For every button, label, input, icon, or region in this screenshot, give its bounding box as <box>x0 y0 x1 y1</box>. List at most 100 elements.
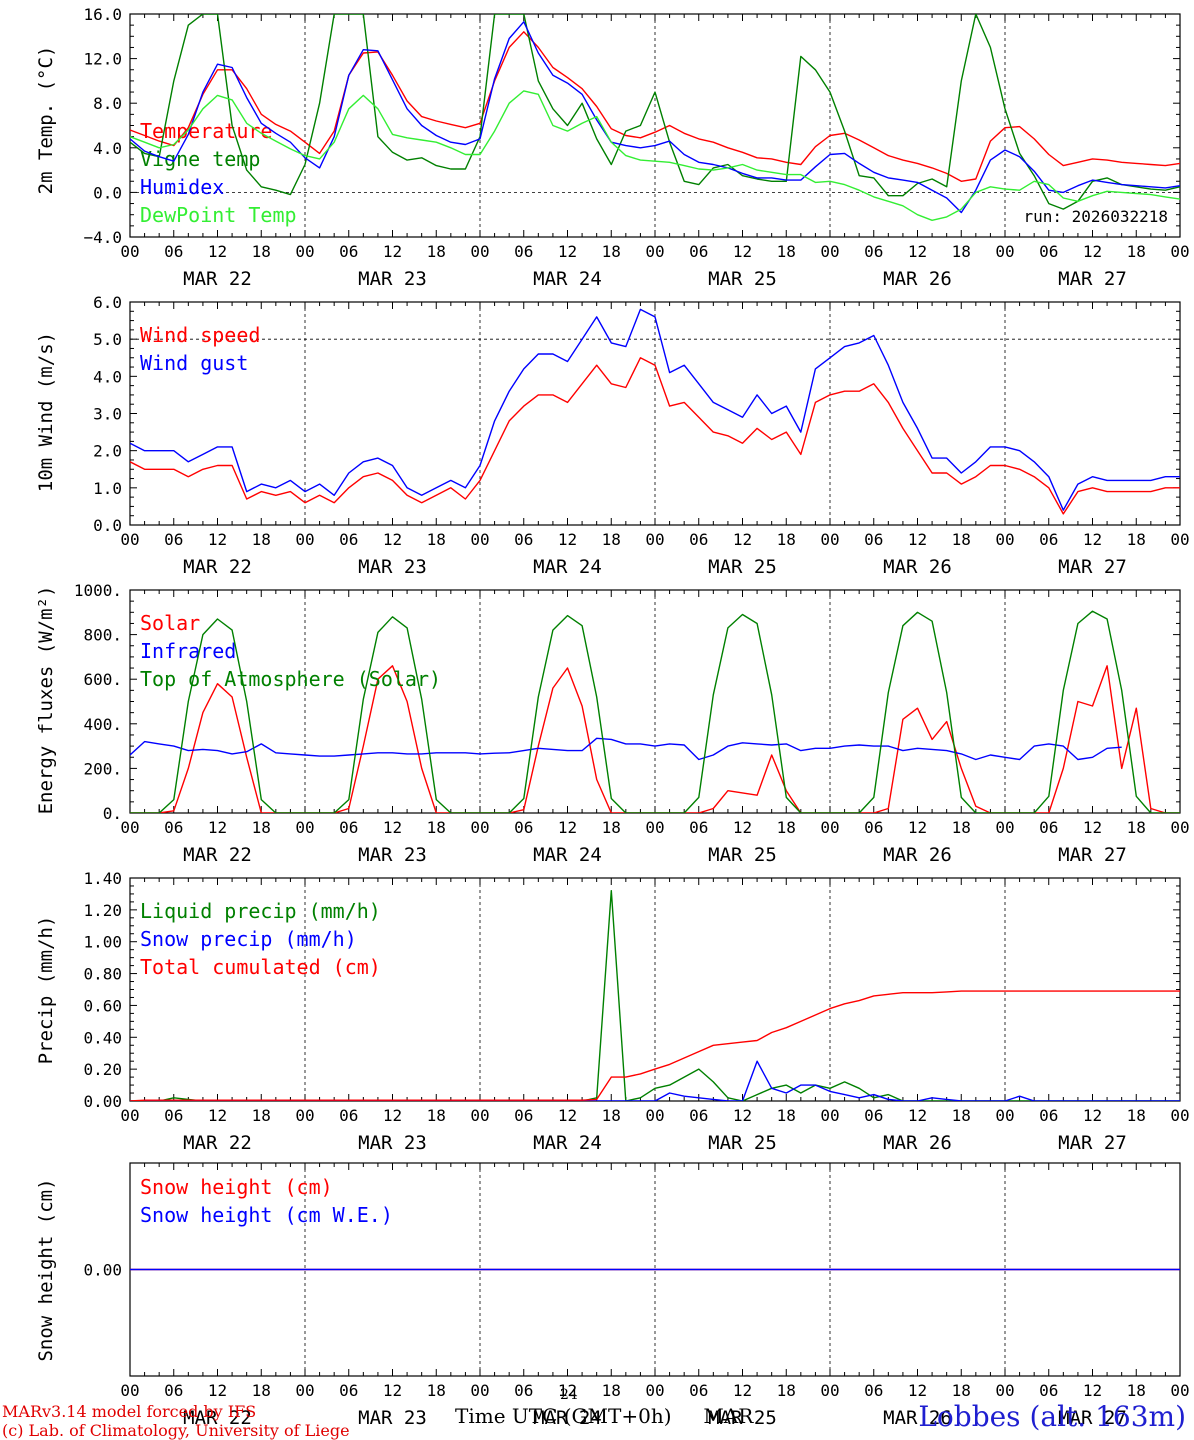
x-day-label: MAR 25 <box>708 556 777 578</box>
x-hour-label: 00 <box>820 1381 839 1400</box>
x-hour-label: 06 <box>689 818 708 837</box>
x-hour-label: 06 <box>339 818 358 837</box>
x-hour-label: 00 <box>820 530 839 549</box>
x-hour-label: 00 <box>995 242 1014 261</box>
x-day-label: MAR 25 <box>708 844 777 866</box>
y-tick-label: 0.40 <box>83 1028 122 1047</box>
x-hour-label: 06 <box>1039 1106 1058 1125</box>
plot-frame <box>129 301 1181 526</box>
x-hour-label: 12 <box>558 530 577 549</box>
y-tick-label: 1.0 <box>93 479 122 498</box>
x-hour-label: 06 <box>339 242 358 261</box>
x-hour-label: 12 <box>733 1381 752 1400</box>
x-hour-label: 12 <box>908 818 927 837</box>
x-hour-label: 00 <box>120 818 139 837</box>
x-hour-label: 18 <box>952 818 971 837</box>
x-hour-label: 18 <box>602 1381 621 1400</box>
x-hour-label: 00 <box>470 530 489 549</box>
model-line: MARv3.14 model forced by IFS <box>2 1402 257 1421</box>
panel-1: 00 06 12 18 00 06 12 18 00 06 12 18 00 06 12 18 00 06 12 18… <box>35 5 1190 290</box>
x-hour-label: 18 <box>1127 242 1146 261</box>
series-line-wind-speed <box>130 357 1180 515</box>
x-hour-label: 06 <box>864 530 883 549</box>
x-hour-label: 18 <box>952 1106 971 1125</box>
x-hour-label: 06 <box>689 1381 708 1400</box>
x-hour-label: 12 <box>1083 1381 1102 1400</box>
x-hour-label: 12 <box>733 1106 752 1125</box>
x-hour-label: 06 <box>339 1381 358 1400</box>
x-day-label: MAR 25 <box>708 268 777 290</box>
x-day-label: MAR 25 <box>708 1407 777 1429</box>
y-tick-label: 0.00 <box>83 1092 122 1111</box>
panel-5: 00 06 12 18 00 06 12 18 00 06 12 18 00 06 12 18 00 06 12 18… <box>35 1162 1190 1429</box>
x-day-label: MAR 22 <box>183 268 252 290</box>
x-hour-label: 06 <box>339 530 358 549</box>
x-hour-label: 12 <box>1083 818 1102 837</box>
legend-entry: Wind speed <box>140 323 260 347</box>
x-day-label: MAR 23 <box>358 1407 427 1429</box>
y-axis-label: Precip (mm/h) <box>35 916 57 1065</box>
x-hour-label: 18 <box>427 530 446 549</box>
y-tick-label: 0.00 <box>83 1261 122 1280</box>
x-hour-label: 06 <box>1039 530 1058 549</box>
legend-entry: Liquid precip (mm/h) <box>140 899 381 923</box>
x-hour-label: 00 <box>120 530 139 549</box>
x-hour-label: 00 <box>645 1106 664 1125</box>
x-hour-label: 18 <box>777 818 796 837</box>
x-hour-label: 06 <box>164 530 183 549</box>
series-line-temperature <box>130 31 1180 182</box>
x-hour-label: 12 <box>908 1381 927 1400</box>
y-tick-label: 600. <box>83 670 122 689</box>
y-tick-label: 4.0 <box>93 139 122 158</box>
x-day-label: MAR 24 <box>533 1132 602 1154</box>
x-hour-label: 12 <box>383 242 402 261</box>
y-axis-label: 10m Wind (m/s) <box>35 332 57 492</box>
x-day-label: MAR 27 <box>1058 268 1127 290</box>
x-day-label: MAR 26 <box>883 1132 952 1154</box>
x-hour-label: 12 <box>383 1381 402 1400</box>
x-hour-label: 06 <box>864 1106 883 1125</box>
plot-frame <box>129 589 1181 814</box>
y-tick-label: 1.40 <box>83 869 122 888</box>
x-hour-label: 00 <box>820 818 839 837</box>
x-hour-label: 00 <box>1170 1381 1189 1400</box>
x-day-label: MAR 27 <box>1058 1132 1127 1154</box>
x-hour-label: 18 <box>777 530 796 549</box>
x-hour-label: 00 <box>1170 530 1189 549</box>
legend-entry: Snow height (cm W.E.) <box>140 1203 393 1227</box>
x-day-label: MAR 24 <box>533 268 602 290</box>
x-hour-label: 00 <box>820 242 839 261</box>
series-line-liquid-precip-mm-h- <box>130 890 1180 1101</box>
y-tick-label: 12.0 <box>83 50 122 69</box>
x-hour-label: 18 <box>777 242 796 261</box>
x-hour-label: 00 <box>295 818 314 837</box>
x-day-label: MAR 26 <box>883 844 952 866</box>
y-tick-label: 0.80 <box>83 965 122 984</box>
x-hour-label: 06 <box>514 530 533 549</box>
x-hour-label: 12 <box>208 530 227 549</box>
x-hour-label: 12 <box>558 242 577 261</box>
x-hour-label: 18 <box>252 1106 271 1125</box>
x-hour-label: 18 <box>952 530 971 549</box>
x-hour-label: 00 <box>295 1106 314 1125</box>
x-hour-label: 12 <box>558 1381 577 1400</box>
time-month: MAR <box>703 1404 754 1428</box>
x-hour-label: 00 <box>470 242 489 261</box>
x-hour-label: 00 <box>120 242 139 261</box>
x-hour-label: 00 <box>995 818 1014 837</box>
x-hour-label: 12 <box>208 242 227 261</box>
panel-4: 00 06 12 18 00 06 12 18 00 06 12 18 00 06 12 18 00 06 12 18… <box>35 869 1190 1154</box>
y-tick-label: 6.0 <box>93 293 122 312</box>
x-hour-label: 12 <box>733 818 752 837</box>
legend-entry: Top of Atmosphere (Solar) <box>140 667 441 691</box>
y-tick-label: 8.0 <box>93 94 122 113</box>
legend-entry: Humidex <box>140 175 224 199</box>
y-tick-label: 2.0 <box>93 442 122 461</box>
x-hour-label: 06 <box>689 530 708 549</box>
series-line-vigne-temp <box>130 14 1180 210</box>
x-hour-label: 18 <box>952 1381 971 1400</box>
x-hour-label: 18 <box>1127 1381 1146 1400</box>
x-day-label: MAR 25 <box>708 1132 777 1154</box>
legend-entry: Snow precip (mm/h) <box>140 927 357 951</box>
y-tick-label: 800. <box>83 626 122 645</box>
